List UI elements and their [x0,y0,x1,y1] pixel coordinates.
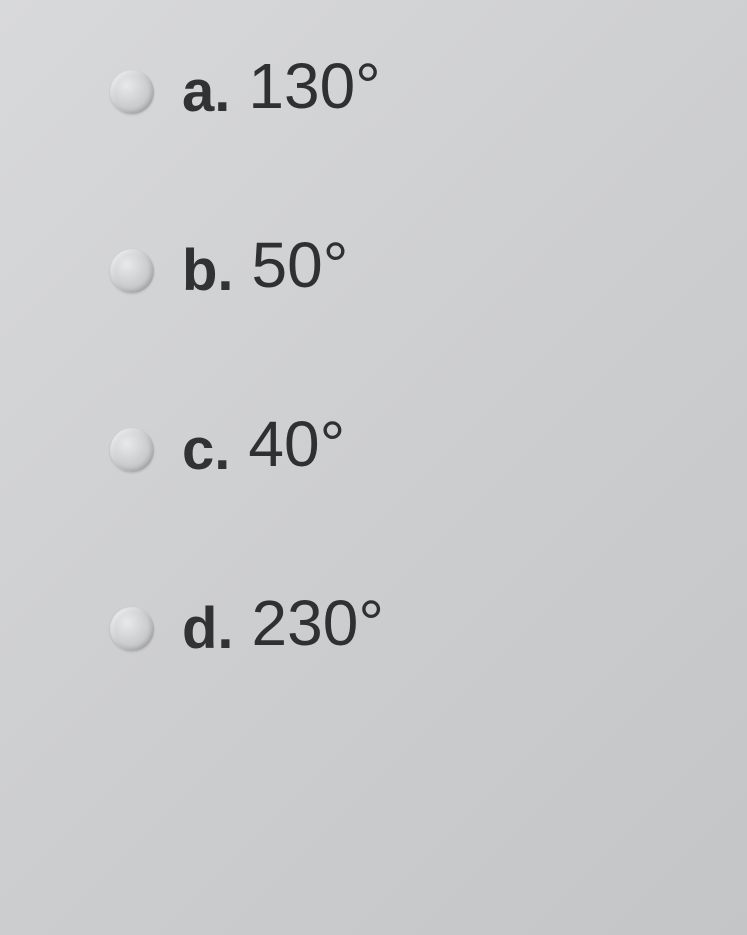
option-letter-a: a. [182,63,230,121]
radio-button-d[interactable] [110,607,154,651]
option-value-c: 40° [248,412,345,476]
option-letter-c: c. [182,421,230,479]
option-letter-b: b. [182,242,234,300]
radio-button-c[interactable] [110,428,154,472]
option-value-b: 50° [252,233,349,297]
option-c-row[interactable]: c. 40° [110,418,747,482]
option-a-row[interactable]: a. 130° [110,60,747,124]
radio-button-a[interactable] [110,70,154,114]
option-letter-d: d. [182,600,234,658]
option-value-a: 130° [248,54,380,118]
radio-button-b[interactable] [110,249,154,293]
option-b-row[interactable]: b. 50° [110,239,747,303]
option-value-d: 230° [252,591,384,655]
option-d-row[interactable]: d. 230° [110,597,747,661]
